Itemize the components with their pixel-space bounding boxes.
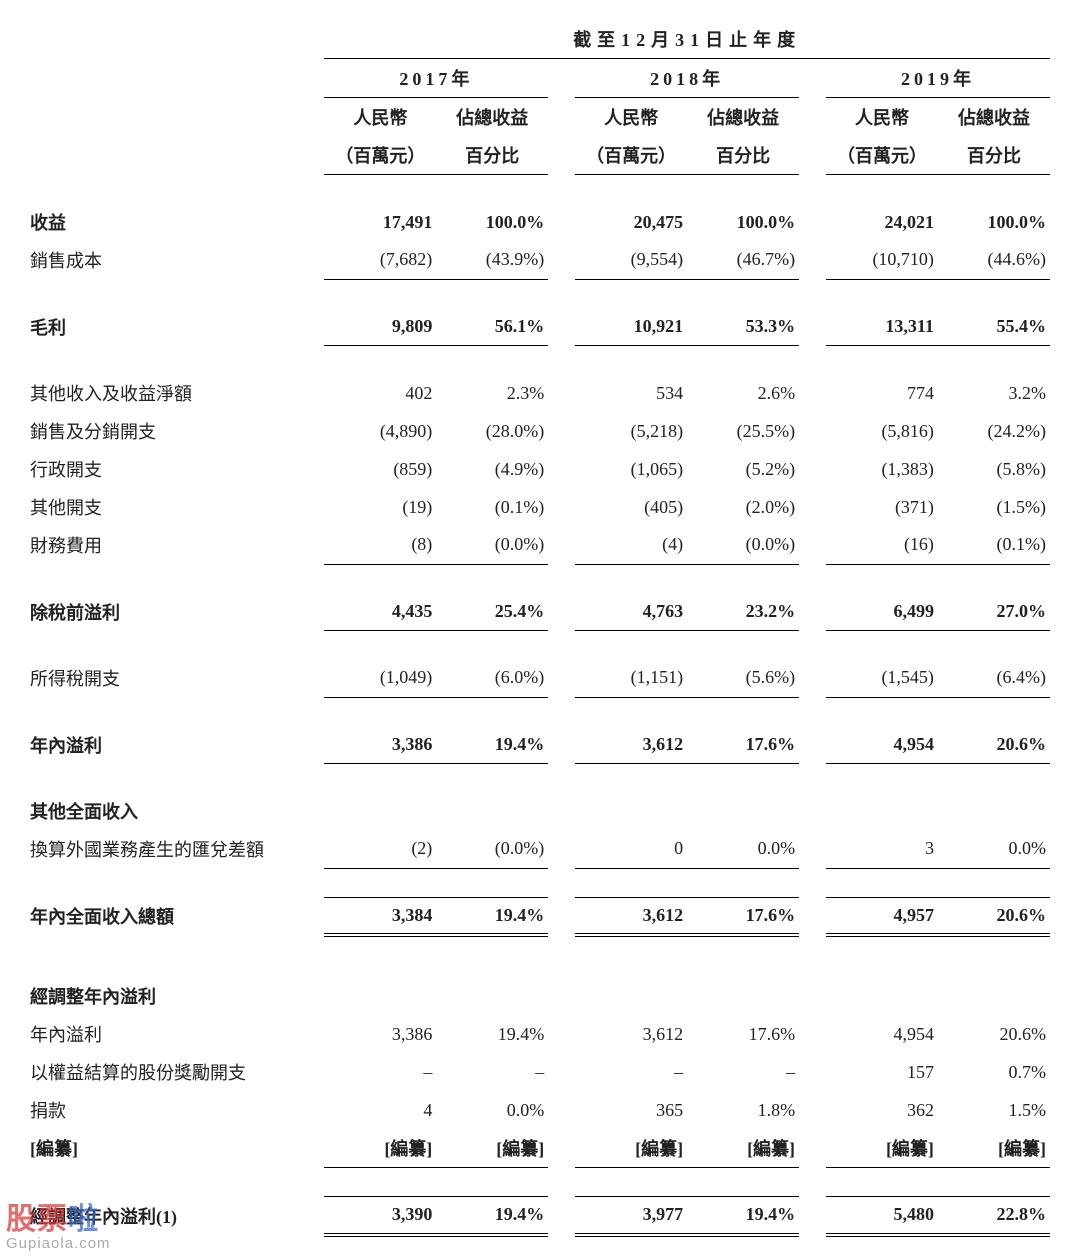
row-adj-title: 經調整年內溢利 (30, 977, 1050, 1015)
row-finance-cost: 財務費用 (8)(0.0%) (4)(0.0%) (16)(0.1%) (30, 526, 1050, 564)
row-profit-before-tax: 除稅前溢利 4,43525.4% 4,76323.2% 6,49927.0% (30, 593, 1050, 631)
row-income-tax: 所得稅開支 (1,049)(6.0%) (1,151)(5.6%) (1,545… (30, 659, 1050, 697)
row-redacted: [編纂] [編纂][編纂] [編纂][編纂] [編纂][編纂] (30, 1129, 1050, 1168)
period-header: 截至12月31日止年度 (324, 20, 1050, 59)
row-revenue: 收益 17,491100.0% 20,475100.0% 24,021100.0… (30, 203, 1050, 241)
year-2018: 2018年 (575, 59, 799, 98)
row-adj-profit: 年內溢利 3,38619.4% 3,61217.6% 4,95420.6% (30, 1015, 1050, 1053)
row-adj-profit-total: 經調整年內溢利(1) 3,39019.4% 3,97719.4% 5,48022… (30, 1197, 1050, 1235)
row-profit-year: 年內溢利 3,38619.4% 3,61217.6% 4,95420.6% (30, 726, 1050, 764)
row-selling-dist: 銷售及分銷開支 (4,890)(28.0%) (5,218)(25.5%) (5… (30, 412, 1050, 450)
row-total-comprehensive: 年內全面收入總額 3,38419.4% 3,61217.6% 4,95720.6… (30, 897, 1050, 935)
watermark: 股票啦 Gupiaola.com (6, 1203, 111, 1253)
row-fx-diff: 換算外國業務產生的匯兌差額 (2)(0.0%) 00.0% 30.0% (30, 830, 1050, 868)
row-donation: 捐款 40.0% 3651.8% 3621.5% (30, 1091, 1050, 1129)
row-cogs: 銷售成本 (7,682)(43.9%) (9,554)(46.7%) (10,7… (30, 241, 1050, 279)
row-gross-profit: 毛利 9,80956.1% 10,92153.3% 13,31155.4% (30, 308, 1050, 346)
year-2017: 2017年 (324, 59, 548, 98)
row-share-compensation: 以權益結算的股份獎勵開支 –– –– 1570.7% (30, 1053, 1050, 1091)
row-other-exp: 其他開支 (19)(0.1%) (405)(2.0%) (371)(1.5%) (30, 488, 1050, 526)
financial-table: 截至12月31日止年度 2017年 2018年 2019年 人民幣 佔總收益 人… (30, 20, 1050, 1237)
row-admin: 行政開支 (859)(4.9%) (1,065)(5.2%) (1,383)(5… (30, 450, 1050, 488)
row-oci-title: 其他全面收入 (30, 792, 1050, 830)
year-2019: 2019年 (826, 59, 1050, 98)
row-other-income: 其他收入及收益淨額 4022.3% 5342.6% 7743.2% (30, 374, 1050, 412)
